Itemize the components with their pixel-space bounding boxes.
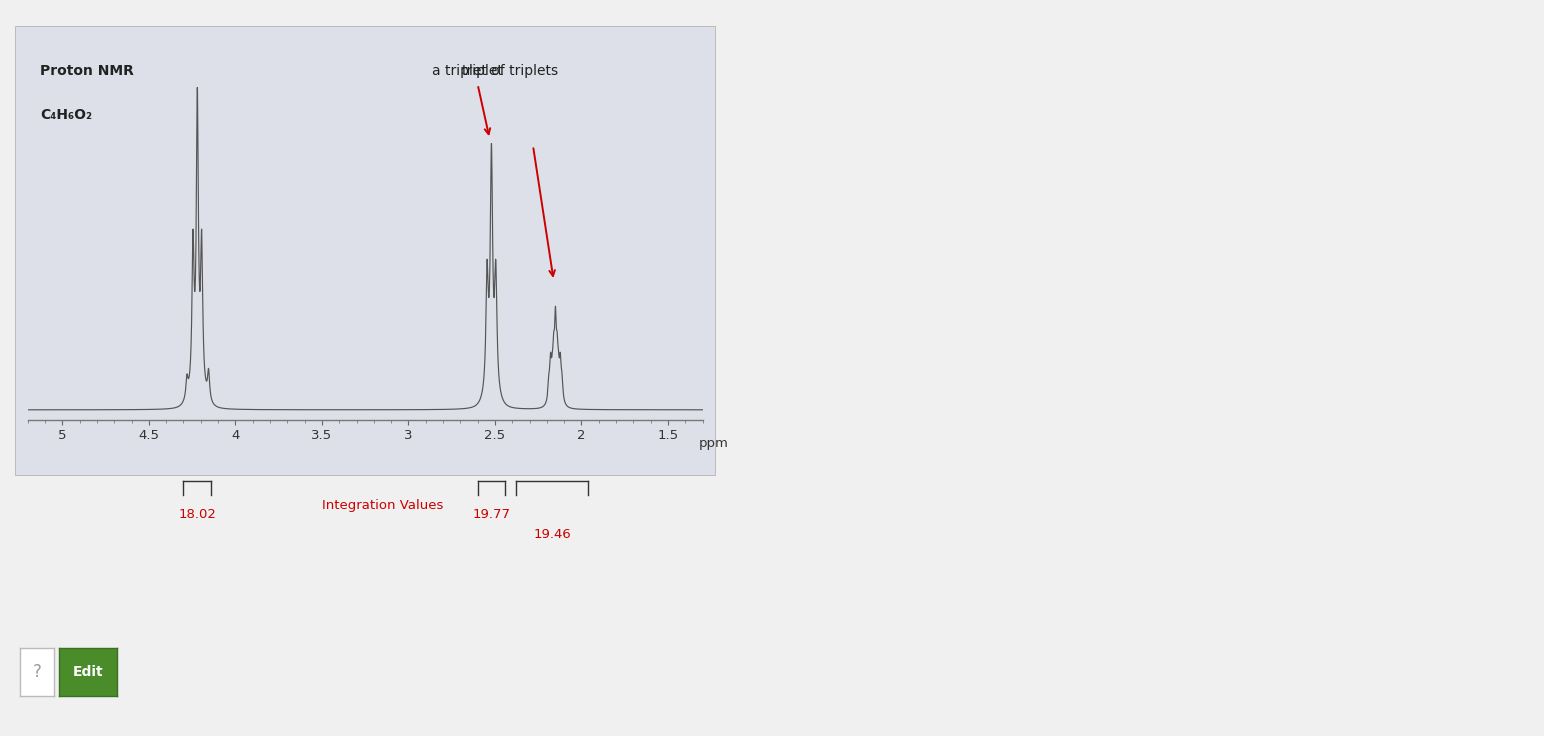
Text: Integration Values: Integration Values <box>321 498 443 512</box>
Text: ppm: ppm <box>699 437 729 450</box>
Text: 19.46: 19.46 <box>533 528 571 540</box>
Text: Edit: Edit <box>73 665 103 679</box>
Text: triplet: triplet <box>462 64 503 78</box>
Text: Proton NMR: Proton NMR <box>40 64 134 78</box>
Text: a triplet of triplets: a triplet of triplets <box>432 64 557 78</box>
Text: C₄H₆O₂: C₄H₆O₂ <box>40 108 93 122</box>
Text: 18.02: 18.02 <box>179 508 216 521</box>
Text: 19.77: 19.77 <box>472 508 511 521</box>
Text: ?: ? <box>32 662 42 681</box>
